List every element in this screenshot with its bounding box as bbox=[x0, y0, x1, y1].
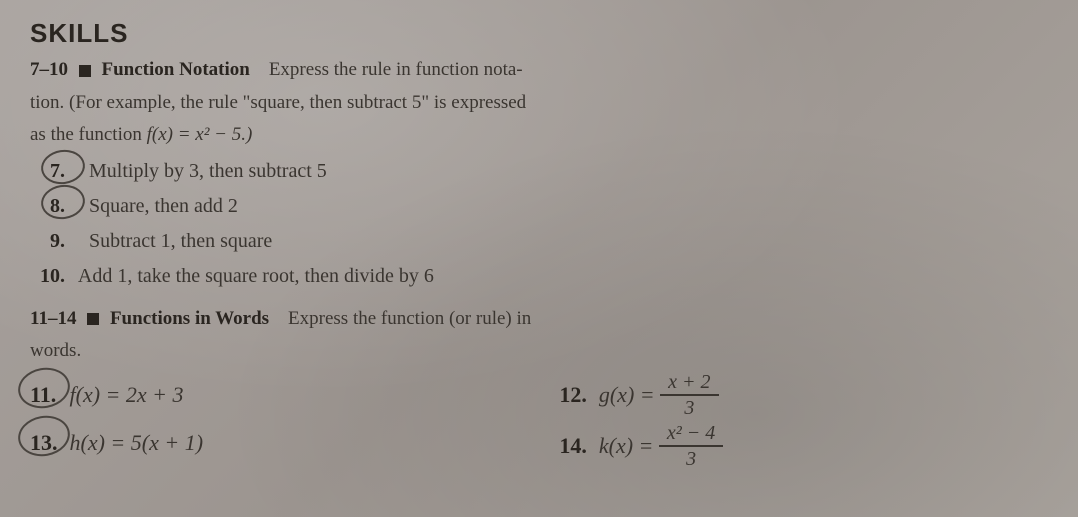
problem-11-number: 11. bbox=[30, 371, 64, 419]
problem-14-numerator: x² − 4 bbox=[659, 421, 723, 447]
section1-title: Function Notation bbox=[102, 59, 250, 80]
problem-8-number: 8. bbox=[50, 190, 84, 222]
problem-8: 8. Square, then add 2 bbox=[50, 190, 1048, 222]
range-7-10: 7–10 bbox=[30, 59, 68, 80]
problem-7-text: Multiply by 3, then subtract 5 bbox=[89, 160, 327, 182]
section2-title: Functions in Words bbox=[110, 308, 269, 329]
bullet-icon bbox=[79, 65, 91, 77]
section1-intro-line2: tion. (For example, the rule "square, th… bbox=[30, 90, 1048, 117]
problem-13-number: 13. bbox=[30, 419, 64, 467]
problem-10-text: Add 1, take the square root, then divide… bbox=[78, 265, 434, 287]
section2-intro: 11–14 Functions in Words Express the fun… bbox=[30, 306, 1048, 333]
problem-12-numerator: x + 2 bbox=[660, 370, 718, 396]
section1-intro: 7–10 Function Notation Express the rule … bbox=[30, 57, 1048, 84]
section1-instruction-c: as the function bbox=[30, 124, 147, 145]
section1-instruction-a: Express the rule in function nota- bbox=[269, 59, 523, 80]
problem-10-number: 10. bbox=[40, 260, 74, 292]
skills-heading: SKILLS bbox=[30, 18, 1048, 49]
range-11-14: 11–14 bbox=[30, 308, 76, 329]
problem-11: 11. f(x) = 2x + 3 bbox=[30, 371, 559, 419]
problem-14-fraction: x² − 4 3 bbox=[659, 421, 723, 471]
problem-13: 13. h(x) = 5(x + 1) bbox=[30, 419, 559, 467]
problem-12-denominator: 3 bbox=[660, 396, 718, 420]
problem-9-text: Subtract 1, then square bbox=[89, 230, 272, 252]
example-function: f(x) = x² − 5.) bbox=[147, 124, 253, 145]
problem-7: 7. Multiply by 3, then subtract 5 bbox=[50, 155, 1048, 187]
problem-14: 14. k(x) = x² − 4 3 bbox=[559, 422, 1048, 473]
problem-14-denominator: 3 bbox=[659, 447, 723, 471]
problem-9: 9. Subtract 1, then square bbox=[50, 225, 1048, 257]
problem-8-text: Square, then add 2 bbox=[89, 195, 238, 217]
problem-11-fn: f(x) = 2x + 3 bbox=[70, 382, 184, 407]
bullet-icon-2 bbox=[87, 313, 99, 325]
problem-12-fn-name: g(x) = bbox=[599, 382, 660, 407]
problem-12-number: 12. bbox=[559, 371, 593, 419]
problem-7-number: 7. bbox=[50, 155, 84, 187]
section2-instruction: Express the function (or rule) in bbox=[288, 308, 531, 329]
problem-14-fn-name: k(x) = bbox=[599, 433, 659, 458]
problem-14-number: 14. bbox=[559, 422, 593, 470]
section2-intro-line2: words. bbox=[30, 338, 1048, 365]
section1-intro-line3: as the function f(x) = x² − 5.) bbox=[30, 122, 1048, 149]
problem-12-fraction: x + 2 3 bbox=[660, 370, 718, 420]
problem-13-fn: h(x) = 5(x + 1) bbox=[70, 430, 204, 455]
problem-9-number: 9. bbox=[50, 225, 84, 257]
problem-10: 10. Add 1, take the square root, then di… bbox=[40, 260, 1048, 292]
problem-12: 12. g(x) = x + 2 3 bbox=[559, 371, 1048, 422]
